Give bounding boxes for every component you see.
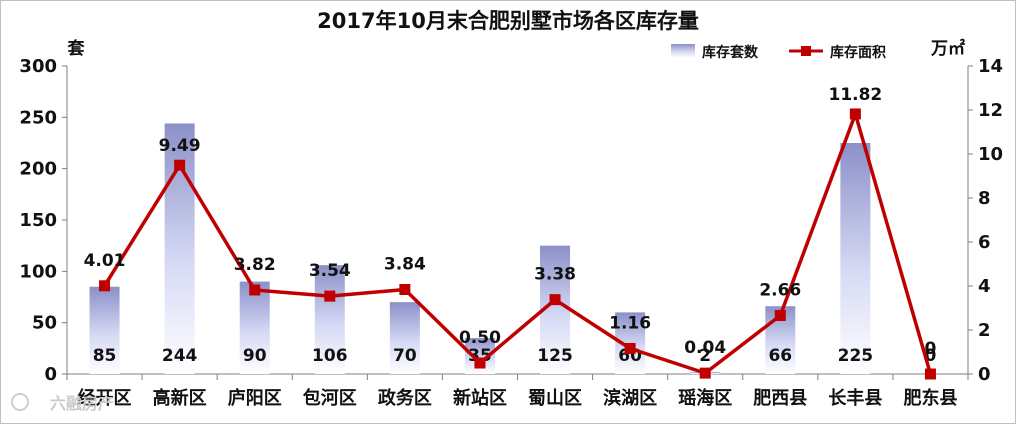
category-label: 庐阳区 <box>228 387 282 409</box>
line-value-label: 1.16 <box>609 313 651 333</box>
line-marker <box>924 368 936 380</box>
category-label: 经开区 <box>78 387 132 409</box>
line-marker <box>399 284 411 296</box>
line-value-label: 11.82 <box>828 85 882 105</box>
line-marker <box>699 367 711 379</box>
right-tick-label: 0 <box>978 364 991 385</box>
line-value-label: 2.66 <box>759 280 801 300</box>
line-marker <box>624 342 636 354</box>
category-label: 政务区 <box>378 387 432 409</box>
left-tick-label: 300 <box>19 56 57 77</box>
bar-value-label: 125 <box>537 346 573 366</box>
line-path <box>103 112 933 375</box>
line-series <box>99 108 936 380</box>
line-marker <box>549 294 561 306</box>
bar-value-label: 66 <box>768 346 792 366</box>
bar-value-label: 35 <box>468 346 492 366</box>
line-value-label: 4.01 <box>84 251 126 271</box>
bar-value-label: 2 <box>699 346 711 366</box>
bar-value-label: 106 <box>312 346 348 366</box>
category-label: 肥西县 <box>752 388 807 409</box>
line-marker <box>474 357 486 369</box>
line-value-label: 3.54 <box>309 261 351 281</box>
axes: 0 50 100 150 200 250 300 0 2 4 6 8 10 12 14 <box>19 56 1003 385</box>
line-labels: 4.01 9.49 3.82 3.54 3.84 0.50 3.38 1.16 0.04 2.66… <box>84 85 937 359</box>
legend-line-label: 库存面积 <box>830 44 886 61</box>
legend-line-marker <box>801 46 811 56</box>
legend: 库存套数 库存面积 <box>671 44 886 61</box>
bar-value-label: 90 <box>243 346 267 366</box>
line-marker <box>774 309 786 321</box>
right-tick-label: 10 <box>978 144 1003 165</box>
line-marker <box>249 284 261 296</box>
bar <box>389 302 420 374</box>
category-label: 蜀山区 <box>528 388 582 409</box>
category-label: 高新区 <box>153 387 207 409</box>
line-value-label: 3.38 <box>534 265 576 285</box>
bar-value-label: 85 <box>93 346 117 366</box>
left-tick-label: 150 <box>19 210 57 231</box>
category-label: 包河区 <box>303 387 357 409</box>
right-tick-label: 14 <box>978 56 1003 77</box>
category-label: 新站区 <box>453 387 507 409</box>
category-label: 肥东县 <box>902 387 957 409</box>
bar-value-label: 70 <box>393 346 417 366</box>
watermark-text: 六融房产 <box>50 394 114 413</box>
line-value-label: 0.50 <box>459 328 501 348</box>
left-tick-label: 0 <box>44 364 57 385</box>
bar <box>239 281 270 374</box>
category-label: 瑶海区 <box>678 387 732 409</box>
line-marker <box>174 159 186 171</box>
line-value-label: 9.49 <box>159 136 201 156</box>
line-marker <box>99 280 111 292</box>
line-marker <box>324 290 336 302</box>
legend-bar-swatch <box>671 44 695 58</box>
left-axis-unit: 套 <box>67 38 86 59</box>
left-tick-label: 200 <box>19 159 57 180</box>
right-tick-label: 4 <box>978 276 991 297</box>
bar <box>840 143 871 374</box>
legend-bar-label: 库存套数 <box>702 44 759 61</box>
right-tick-label: 2 <box>978 320 991 341</box>
left-tick-label: 100 <box>19 261 57 282</box>
right-tick-label: 6 <box>978 232 991 253</box>
line-value-label: 0.04 <box>684 338 726 358</box>
bar-value-label: 244 <box>162 346 198 366</box>
category-label: 长丰县 <box>828 387 882 409</box>
right-axis-unit: 万㎡ <box>930 38 965 59</box>
bar <box>314 265 345 374</box>
bar <box>89 286 120 374</box>
category-labels: 经开区 高新区 庐阳区 包河区 政务区 新站区 蜀山区 滨湖区 瑶海区 肥西县 长丰县 肥东县 <box>78 387 958 409</box>
left-tick-label: 250 <box>19 107 57 128</box>
line-value-label: 3.84 <box>384 255 426 275</box>
chart-title: 2017年10月末合肥别墅市场各区库存量 <box>317 9 699 33</box>
line-value-label: 3.82 <box>234 255 276 275</box>
left-tick-label: 50 <box>32 313 57 334</box>
line-marker <box>849 108 861 120</box>
right-tick-label: 12 <box>978 100 1003 121</box>
category-label: 滨湖区 <box>603 387 657 409</box>
bar-value-label: 225 <box>838 346 874 366</box>
right-tick-label: 8 <box>978 188 991 209</box>
watermark-logo-icon <box>11 393 29 411</box>
watermark: 六融房产 <box>11 393 114 413</box>
line-value-label: 0 <box>925 339 937 359</box>
